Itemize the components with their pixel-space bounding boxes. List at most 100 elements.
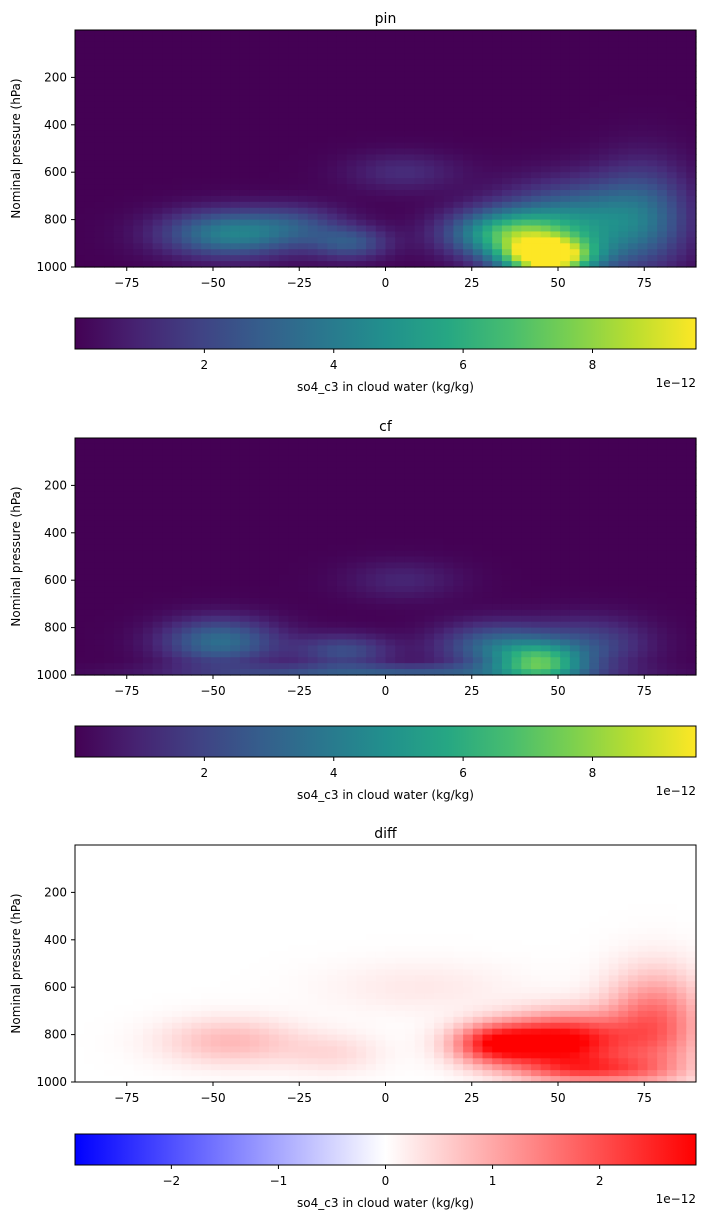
heatmap-cell xyxy=(172,491,183,498)
heatmap-cell xyxy=(618,30,629,37)
heatmap-cell xyxy=(550,77,561,84)
heatmap-cell xyxy=(249,657,260,664)
heatmap-cell xyxy=(152,231,163,238)
heatmap-cell xyxy=(172,35,183,43)
heatmap-cell xyxy=(424,71,435,78)
heatmap-cell xyxy=(501,669,513,676)
heatmap-cell xyxy=(307,651,319,658)
heatmap-cell xyxy=(230,231,241,238)
heatmap-cell xyxy=(104,669,115,676)
heatmap-cell xyxy=(307,130,319,138)
heatmap-cell xyxy=(628,172,639,179)
heatmap-cell xyxy=(395,249,406,256)
heatmap-cell xyxy=(336,112,348,120)
heatmap-cell xyxy=(113,574,125,581)
heatmap-cell xyxy=(336,574,348,581)
heatmap-cell xyxy=(637,71,649,78)
heatmap-cell xyxy=(172,562,183,569)
heatmap-cell xyxy=(608,184,619,191)
heatmap-cell xyxy=(531,30,542,37)
heatmap-cell xyxy=(327,627,338,635)
heatmap-cell xyxy=(686,71,697,78)
heatmap-cell xyxy=(385,645,396,652)
heatmap-cell xyxy=(589,491,600,498)
heatmap-cell xyxy=(579,41,590,49)
heatmap-cell xyxy=(210,509,222,516)
heatmap-cell xyxy=(540,627,552,635)
heatmap-cell xyxy=(521,592,532,599)
heatmap-cell xyxy=(288,633,299,641)
heatmap-cell xyxy=(317,515,328,522)
heatmap-cell xyxy=(686,201,697,209)
heatmap-cell xyxy=(618,455,629,463)
heatmap-cell xyxy=(511,30,522,37)
heatmap-cell xyxy=(94,550,105,558)
heatmap-cell xyxy=(307,148,319,156)
heatmap-cell xyxy=(191,455,202,463)
heatmap-cell xyxy=(589,225,600,233)
heatmap-cell xyxy=(637,65,649,73)
heatmap-cell xyxy=(288,538,299,546)
heatmap-cell xyxy=(569,461,581,469)
heatmap-cell xyxy=(123,30,134,37)
heatmap-cell xyxy=(356,207,367,215)
heatmap-cell xyxy=(540,497,552,504)
heatmap-cell xyxy=(123,651,134,658)
heatmap-cell xyxy=(598,615,610,623)
heatmap-cell xyxy=(637,53,649,61)
heatmap-cell xyxy=(385,231,396,238)
heatmap-cell xyxy=(463,473,474,481)
heatmap-cell xyxy=(540,184,552,191)
heatmap-cell xyxy=(579,71,590,78)
heatmap-cell xyxy=(443,172,455,179)
heatmap-cell xyxy=(628,71,639,78)
heatmap-cell xyxy=(501,509,513,516)
heatmap-cell xyxy=(628,261,639,268)
heatmap-cell xyxy=(307,89,319,96)
heatmap-cell xyxy=(637,189,649,197)
heatmap-cell xyxy=(201,449,212,457)
heatmap-cell xyxy=(181,207,193,215)
heatmap-cell xyxy=(501,580,513,587)
heatmap-cell xyxy=(336,479,348,486)
heatmap-cell xyxy=(463,154,474,161)
heatmap-cell xyxy=(210,538,222,546)
heatmap-cell xyxy=(298,449,309,457)
heatmap-cell xyxy=(278,77,290,84)
heatmap-cell xyxy=(521,172,532,179)
heatmap-cell xyxy=(579,261,590,268)
heatmap-cell xyxy=(278,550,290,558)
heatmap-cell xyxy=(598,30,610,37)
heatmap-cell xyxy=(443,189,455,197)
heatmap-cell xyxy=(424,503,435,510)
heatmap-cell xyxy=(307,550,319,558)
heatmap-cell xyxy=(414,597,425,605)
heatmap-cell xyxy=(278,65,290,73)
heatmap-cell xyxy=(666,130,678,138)
heatmap-cell xyxy=(75,580,86,587)
heatmap-cell xyxy=(657,41,668,49)
heatmap-cell xyxy=(162,77,173,84)
heatmap-cell xyxy=(637,473,649,481)
heatmap-cell xyxy=(181,249,193,256)
heatmap-cell xyxy=(249,645,260,652)
heatmap-cell xyxy=(317,509,328,516)
heatmap-cell xyxy=(239,503,251,510)
heatmap-cell xyxy=(560,562,571,569)
heatmap-cell xyxy=(75,491,86,498)
heatmap-cell xyxy=(424,633,435,641)
heatmap-cell xyxy=(75,503,86,510)
heatmap-cell xyxy=(259,538,270,546)
heatmap-cell xyxy=(521,609,532,617)
heatmap-cell xyxy=(75,455,86,463)
heatmap-cell xyxy=(230,615,241,623)
heatmap-cell xyxy=(307,580,319,587)
heatmap-cell xyxy=(249,473,260,481)
heatmap-cell xyxy=(404,544,416,552)
heatmap-cell xyxy=(298,467,309,475)
heatmap-cell xyxy=(239,195,251,203)
heatmap-cell xyxy=(598,89,610,96)
heatmap-cell xyxy=(239,243,251,250)
heatmap-cell xyxy=(142,509,154,516)
heatmap-cell xyxy=(540,195,552,203)
